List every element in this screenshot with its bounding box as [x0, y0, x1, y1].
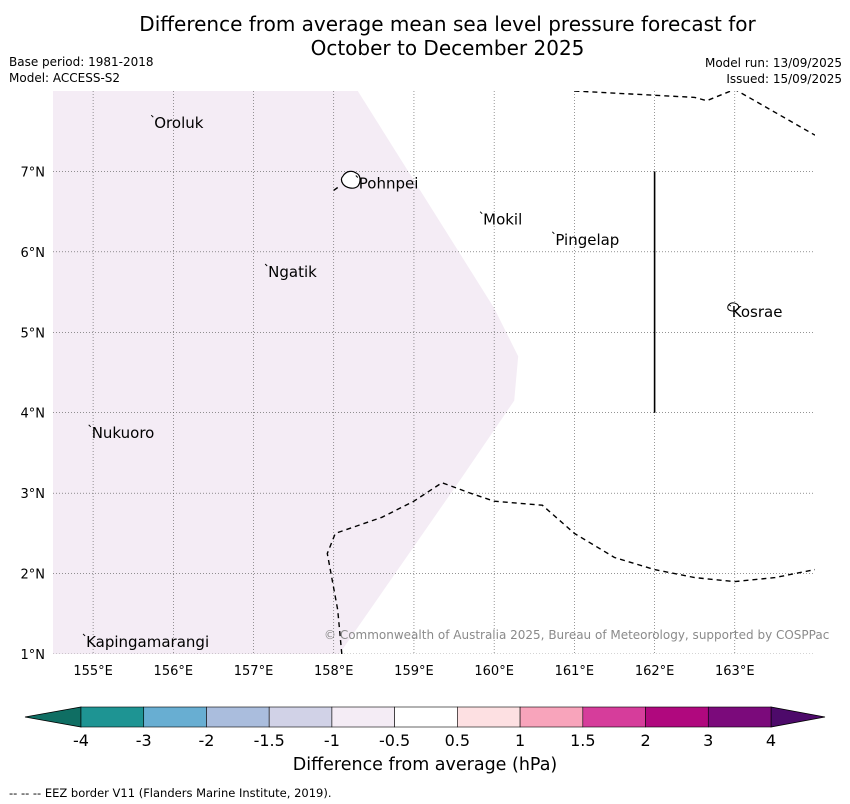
kosrae-island-outline [727, 302, 740, 312]
colorbar-segment [206, 706, 270, 728]
colorbar-tick-label: 1 [515, 731, 525, 750]
lon-tick-label: 155°E [73, 664, 113, 679]
eez-border-line [331, 186, 339, 193]
base-period-label: Base period: 1981-2018 [9, 55, 154, 69]
colorbar-tick-label: 1.5 [570, 731, 595, 750]
colorbar-title: Difference from average (hPa) [292, 755, 558, 775]
colorbar-segment [645, 706, 709, 728]
place-label: Oroluk [154, 114, 203, 132]
colorbar-segment [582, 706, 646, 728]
place-label: Nukuoro [92, 424, 155, 442]
issued-label: Issued: 15/09/2025 [726, 72, 842, 86]
colorbar-segment [268, 706, 333, 728]
chart-title: Difference from average mean sea level p… [0, 12, 850, 60]
colorbar-tick-label: 2 [640, 731, 650, 750]
colorbar-tick-label: -4 [73, 731, 89, 750]
pohnpei-island-outline [340, 170, 361, 189]
colorbar-segment [519, 706, 584, 728]
colorbar-segment [331, 706, 395, 728]
island-marker [150, 114, 154, 118]
colorbar-extend-low [24, 706, 82, 728]
lon-tick-label: 162°E [635, 664, 675, 679]
colorbar-tick-label: 4 [766, 731, 776, 750]
place-labels: Oroluk Pohnpei Mokil Pingelap Ngatik Kosrae Nu… [82, 114, 783, 651]
island-marker [355, 175, 359, 178]
lon-tick-label: 158°E [314, 664, 354, 679]
lon-tick-label: 159°E [394, 664, 434, 679]
lat-tick-label: 4°N [21, 407, 46, 422]
island-marker [88, 424, 92, 428]
lon-tick-label: 161°E [555, 664, 595, 679]
gridlines [53, 91, 815, 654]
lon-tick-label: 156°E [154, 664, 194, 679]
place-label: Pingelap [555, 231, 619, 249]
colorbar-tick-label: -0.5 [379, 731, 410, 750]
colorbar-tick-label: -3 [136, 731, 152, 750]
island-marker [551, 231, 555, 235]
lat-tick-label: 6°N [21, 246, 46, 261]
colorbar-segment [143, 706, 207, 728]
lat-tick-label: 1°N [21, 648, 46, 663]
eez-border-line [326, 481, 815, 654]
lon-tick-label: 163°E [715, 664, 755, 679]
lat-tick-label: 7°N [21, 165, 46, 180]
colorbar-segment [80, 706, 145, 728]
colorbar-segment [457, 706, 521, 728]
lat-tick-label: 2°N [21, 568, 46, 583]
island-marker [728, 303, 732, 307]
map-plot-area [53, 91, 815, 654]
lon-tick-label: 160°E [474, 664, 514, 679]
place-label: Kapingamarangi [86, 633, 209, 651]
place-label: Ngatik [268, 263, 317, 281]
island-marker [264, 263, 268, 267]
island-marker [82, 633, 86, 637]
colorbar-tick-label: -2 [198, 731, 214, 750]
colorbar-tick-label: -1.5 [254, 731, 285, 750]
eez-legend-note: -- -- -- EEZ border V11 (Flanders Marine… [9, 786, 332, 800]
lat-tick-label: 3°N [21, 487, 46, 502]
lon-tick-label: 157°E [234, 664, 274, 679]
title-line-1: Difference from average mean sea level p… [139, 12, 756, 36]
island-marker [479, 211, 483, 215]
model-run-label: Model run: 13/09/2025 [704, 56, 842, 70]
copyright-notice: © Commonwealth of Australia 2025, Bureau… [324, 628, 830, 642]
colorbar-tick-label: 0.5 [445, 731, 470, 750]
place-label: Kosrae [732, 303, 783, 321]
eez-border-line [574, 91, 815, 136]
eez-borders [326, 91, 815, 654]
colorbar-tick-label: 3 [703, 731, 713, 750]
axis-ticks: 155°E 156°E 157°E 158°E 159°E 160°E 161°E 162°E… [21, 165, 755, 679]
pressure-anomaly-region [53, 91, 519, 654]
colorbar: -4 -3 -2 -1.5 -1 -0.5 0.5 1 1.5 2 3 4 [24, 706, 826, 750]
title-line-2: October to December 2025 [310, 36, 585, 60]
colorbar-extend-high [770, 706, 826, 728]
colorbar-tick-label: -1 [324, 731, 340, 750]
place-label: Mokil [483, 211, 522, 229]
model-label: Model: ACCESS-S2 [9, 71, 121, 85]
lat-tick-label: 5°N [21, 326, 46, 341]
colorbar-segment [394, 706, 458, 728]
colorbar-segment [707, 706, 772, 728]
place-label: Pohnpei [359, 174, 419, 192]
